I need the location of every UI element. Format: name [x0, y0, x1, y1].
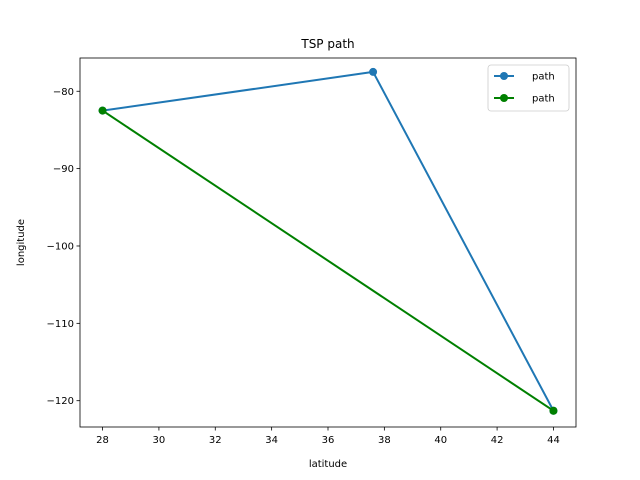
legend-entry-label: path	[532, 72, 555, 83]
x-tick-label: 34	[265, 435, 278, 446]
y-tick-label: −80	[53, 87, 74, 98]
x-tick-label: 40	[434, 435, 447, 446]
legend-box	[487, 64, 570, 112]
plot-area	[98, 67, 558, 415]
chart-title: TSP path	[300, 37, 354, 51]
x-tick-label: 28	[96, 435, 109, 446]
legend-swatch-marker	[500, 72, 508, 80]
x-axis-label: latitude	[309, 459, 347, 470]
y-tick-label: −90	[53, 164, 74, 175]
legend-swatch-marker	[500, 94, 508, 102]
x-tick-label: 36	[322, 435, 335, 446]
series-1-point	[369, 67, 378, 76]
legend: path path	[487, 64, 570, 112]
x-tick-label: 32	[209, 435, 222, 446]
y-tick-label: −120	[47, 396, 74, 407]
y-axis: −120 −110 −100 −90 −80	[47, 87, 80, 407]
x-tick-label: 38	[378, 435, 391, 446]
y-axis-label: longitude	[16, 219, 27, 266]
x-tick-label: 44	[547, 435, 560, 446]
x-axis: 28 30 32 34 36 38 40 42 44	[96, 427, 560, 446]
series-2-point	[549, 406, 558, 415]
y-tick-label: −110	[47, 319, 74, 330]
y-tick-label: −100	[47, 241, 74, 252]
series-2-point	[98, 106, 107, 115]
x-tick-label: 42	[491, 435, 504, 446]
x-tick-label: 30	[153, 435, 166, 446]
series-line-2	[101, 109, 555, 413]
legend-entry-label: path	[532, 94, 555, 105]
